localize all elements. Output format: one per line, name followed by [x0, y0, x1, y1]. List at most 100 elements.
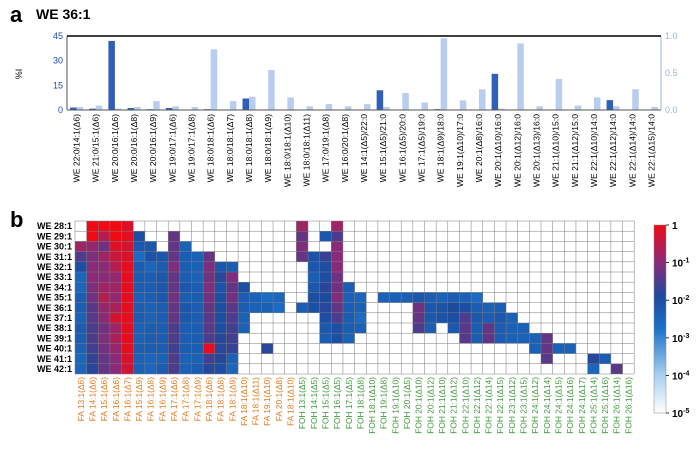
heatmap-cell [226, 363, 239, 374]
heatmap-cell [342, 292, 355, 303]
heatmap-cell [506, 312, 518, 323]
heatmap-cell [261, 302, 274, 313]
heatmap-cell [203, 272, 215, 283]
heatmap-cell [203, 323, 215, 334]
heatmap-cell [191, 272, 204, 283]
heatmap-cell [86, 241, 99, 252]
bar-right-series [134, 107, 141, 110]
heatmap-cell [354, 302, 367, 313]
bar-left-series [70, 107, 77, 110]
heatmap-cell [308, 282, 320, 293]
x-tick-label: WE 19:1(Δ10)/17:0 [455, 114, 465, 187]
heatmap-cell [412, 292, 425, 303]
heatmap-cell [121, 261, 134, 272]
bar-right-series [440, 38, 448, 110]
heatmap-cell [144, 363, 157, 374]
heatmap-cell [133, 241, 145, 252]
heatmap-cell [331, 282, 343, 293]
heatmap-cell [191, 251, 204, 262]
heatmap-cell [191, 323, 204, 334]
heatmap-cell [75, 323, 87, 334]
heatmap-cell [75, 272, 87, 283]
heatmap-cell [471, 323, 483, 334]
x-tick-label: WE 18:0/18:1(Δ7) [225, 114, 235, 182]
heatmap-cell [342, 312, 355, 323]
bar-right-series [421, 102, 428, 110]
heatmap-cell [86, 302, 99, 313]
heatmap-cell [319, 231, 332, 242]
heatmap-cell [412, 323, 425, 334]
heatmap-cell [447, 323, 460, 334]
heatmap-column-label: FA 18:1(Δ10) [286, 377, 296, 426]
x-tick-label: WE 18:1(Δ9)/18:0 [436, 114, 446, 183]
heatmap-cell [144, 292, 157, 303]
heatmap-column-label: FOH 21:1(Δ12) [449, 377, 459, 434]
heatmap-cell [144, 333, 157, 344]
heatmap-cell [168, 261, 180, 272]
heatmap-cell [144, 353, 157, 364]
heatmap-column-label: FA 18:1(Δ6) [204, 377, 214, 421]
x-tick-label: WE 21:1(Δ10)/15:0 [551, 114, 561, 187]
heatmap-cell [86, 221, 99, 232]
heatmap-column-label: FA 13:1(Δ6) [76, 377, 86, 421]
heatmap-cell [331, 241, 343, 252]
heatmap-cell [471, 302, 483, 313]
heatmap-cell [552, 343, 565, 354]
heatmap-cell [98, 241, 110, 252]
heatmap-column-label: FOH 20:1(Δ10) [414, 377, 424, 434]
colorbar-labels: 1 10-1 10-2 10-3 10-4 10-5 [666, 221, 689, 420]
heatmap-cell [168, 312, 180, 323]
heatmap-cell [75, 261, 87, 272]
heatmap-column-label: FA 18:1(Δ11) [251, 377, 261, 425]
heatmap-cell [214, 323, 227, 334]
heatmap-cell [226, 333, 239, 344]
heatmap-column-label: FA 18:1(Δ9) [227, 377, 237, 421]
heatmap-cell [121, 292, 134, 303]
heatmap-cell [156, 343, 169, 354]
heatmap-cell [98, 312, 110, 323]
heatmap-column-label: FOH 22:1(Δ15) [495, 377, 505, 434]
heatmap-cell [179, 363, 192, 374]
heatmap-cell [214, 261, 227, 272]
heatmap-cell [226, 272, 239, 283]
heatmap-column-label: FA 14:1(Δ6) [87, 377, 97, 421]
heatmap-cell [331, 251, 343, 262]
panel-a-right-y-axis: 0.0 0.5 1.0 [665, 31, 678, 115]
heatmap-cell [75, 282, 87, 293]
heatmap-cell [494, 312, 507, 323]
heatmap-cell [482, 333, 495, 344]
heatmap-cell [86, 353, 99, 364]
heatmap-cell [214, 292, 227, 303]
heatmap-cell [179, 333, 192, 344]
heatmap-cell [168, 343, 180, 354]
heatmap-row-label: WE 30:1 [37, 242, 72, 252]
heatmap-cell [191, 343, 204, 354]
x-tick-label: WE 22:1(Δ12)/14:0 [608, 114, 618, 187]
heatmap-row-labels: WE 28:1WE 29:1WE 30:1WE 31:1WE 32:1WE 33… [37, 221, 72, 374]
bar-right-series [555, 78, 563, 110]
heatmap-cell [331, 292, 343, 303]
heatmap-cell [214, 272, 227, 283]
heatmap-cell [517, 323, 530, 334]
bar-right-series [191, 107, 199, 110]
bar-right-series [593, 97, 601, 110]
heatmap-cell [168, 231, 180, 242]
bar-right-series [172, 106, 179, 110]
heatmap-cell [482, 312, 495, 323]
heatmap-column-label: FOH 23:1(Δ15) [519, 377, 529, 434]
heatmap-row-label: WE 34:1 [37, 282, 72, 292]
heatmap-cell [133, 323, 145, 334]
heatmap-cell [238, 302, 250, 313]
heatmap-column-label: FOH 24:1(Δ16) [565, 377, 575, 434]
heatmap-cell [319, 261, 332, 272]
panel-a-left-y-axis: 0 15 30 45 [53, 31, 63, 115]
heatmap-cell [354, 312, 367, 323]
heatmap-cell [156, 292, 169, 303]
panel-b-letter: b [10, 207, 23, 232]
heatmap-cell [98, 353, 110, 364]
left-y-tick-label: 15 [53, 80, 63, 90]
heatmap-row-label: WE 41:1 [37, 354, 72, 364]
heatmap-column-label: FOH 19:1(Δ8) [379, 377, 389, 429]
heatmap-cell [541, 333, 553, 344]
